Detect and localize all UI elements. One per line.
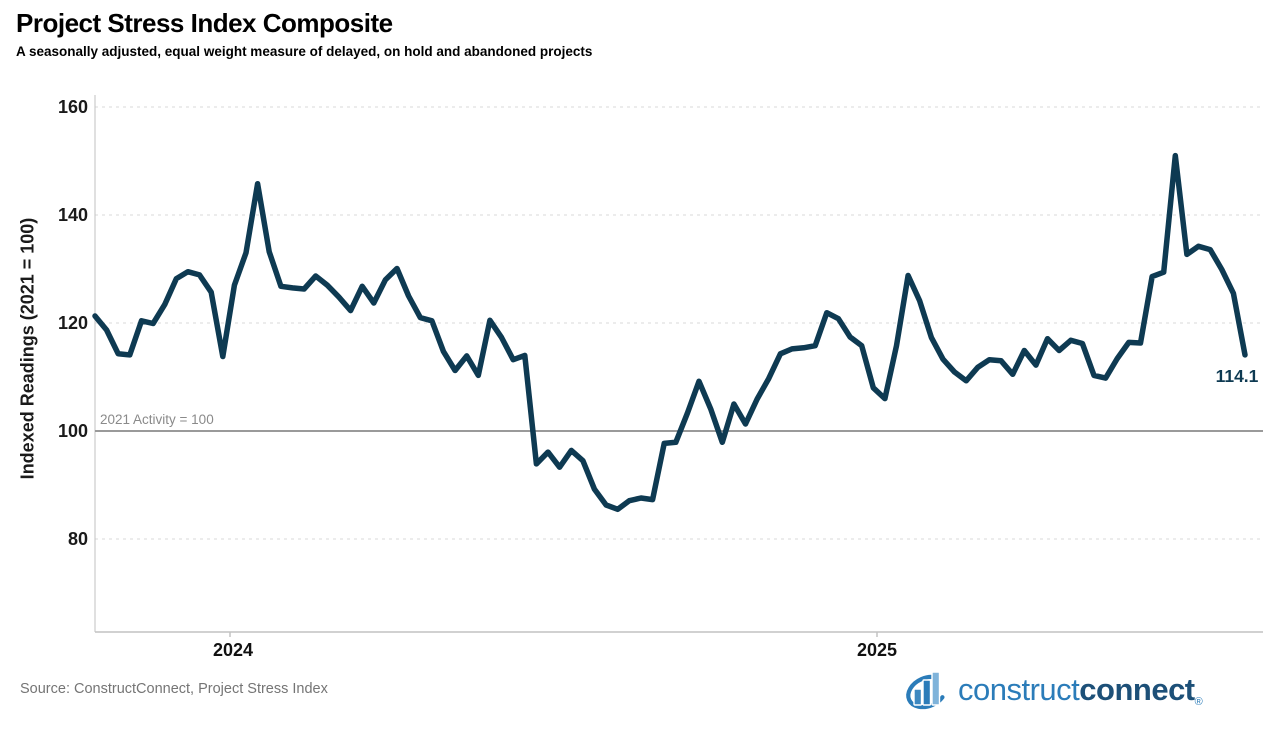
- y-tick-120: 120: [57, 313, 88, 333]
- reference-line-label: 2021 Activity = 100: [100, 412, 214, 427]
- page-title: Project Stress Index Composite: [16, 8, 393, 38]
- y-tick-160: 160: [57, 97, 88, 117]
- logo-text-connect: connect: [1079, 672, 1195, 707]
- constructconnect-logo: construct connect ®: [903, 662, 1203, 718]
- logo-text-construct: construct: [958, 672, 1080, 707]
- y-tick-140: 140: [57, 205, 88, 225]
- chart-subtitle: A seasonally adjusted, equal weight meas…: [16, 44, 593, 59]
- registered-trademark-icon: ®: [1194, 696, 1203, 708]
- x-tick-2024: 2024: [212, 640, 254, 660]
- last-value-label: 114.1: [1215, 366, 1259, 386]
- source-note: Source: ConstructConnect, Project Stress…: [20, 681, 328, 697]
- y-tick-80: 80: [67, 529, 88, 549]
- x-tick-2025: 2025: [856, 640, 898, 660]
- bar-chart-swoosh-icon: [906, 671, 948, 710]
- y-tick-100: 100: [57, 421, 88, 441]
